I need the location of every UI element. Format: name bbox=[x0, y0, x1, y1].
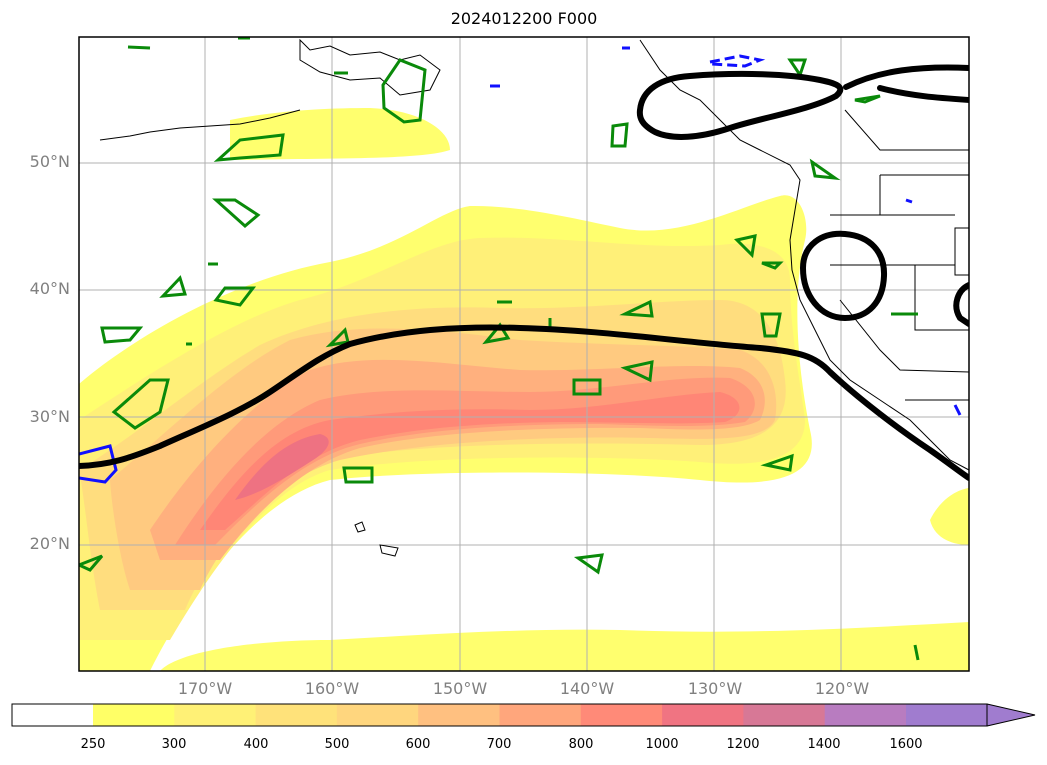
green-contours bbox=[79, 37, 920, 661]
colorbar-frame bbox=[11, 703, 988, 727]
colorbar-tick: 700 bbox=[486, 737, 512, 752]
blue-contours bbox=[79, 46, 962, 484]
colorbar-tick: 400 bbox=[243, 737, 269, 752]
colorbar-segment bbox=[93, 704, 175, 726]
lat-label-50n: 50°N bbox=[29, 152, 70, 171]
shade-800 bbox=[200, 392, 740, 530]
colorbar-tick: 250 bbox=[80, 737, 106, 752]
black-contour-closed-center bbox=[799, 230, 888, 322]
colorbar-tick: 600 bbox=[405, 737, 431, 752]
shade-250-north bbox=[230, 108, 450, 160]
map-frame bbox=[78, 36, 970, 672]
colorbar-segment bbox=[743, 704, 826, 726]
black-contours bbox=[79, 64, 969, 481]
map-plot-area bbox=[79, 37, 969, 671]
grid-lines bbox=[79, 37, 969, 671]
lon-label-150w: 150°W bbox=[432, 679, 488, 698]
colorbar-segment bbox=[174, 704, 257, 726]
colorbar-segment bbox=[499, 704, 582, 726]
coastlines bbox=[99, 38, 969, 557]
colorbar-segment bbox=[418, 704, 500, 726]
colorbar-segment bbox=[662, 704, 744, 726]
colorbar-tick: 1600 bbox=[889, 737, 923, 752]
map-title: 2024012200 F000 bbox=[450, 9, 598, 28]
shade-250-coast bbox=[930, 488, 969, 545]
colorbar-tick: 300 bbox=[161, 737, 187, 752]
colorbar-segment bbox=[580, 704, 663, 726]
lon-label-160w: 160°W bbox=[304, 679, 360, 698]
colorbar-tick: 800 bbox=[568, 737, 594, 752]
colorbar-segment bbox=[824, 704, 907, 726]
lon-label-120w: 120°W bbox=[814, 679, 870, 698]
colorbar-segment bbox=[906, 704, 988, 726]
colorbar-extend-arrow bbox=[987, 704, 1035, 726]
lon-label-140w: 140°W bbox=[559, 679, 615, 698]
colorbar-segment bbox=[336, 704, 419, 726]
shade-1000 bbox=[235, 434, 329, 500]
shade-250-south bbox=[160, 622, 969, 671]
lon-label-130w: 130°W bbox=[687, 679, 743, 698]
shaded-field bbox=[79, 108, 969, 671]
black-contour-main bbox=[79, 324, 969, 481]
colorbar bbox=[12, 704, 1035, 726]
black-contour-east bbox=[953, 282, 969, 327]
colorbar-tick: 500 bbox=[324, 737, 350, 752]
lat-label-40n: 40°N bbox=[29, 279, 70, 298]
colorbar-tick: 1000 bbox=[645, 737, 679, 752]
black-contour-closed-north bbox=[636, 70, 844, 140]
black-contour-northeast bbox=[843, 64, 969, 103]
colorbar-tick: 1400 bbox=[807, 737, 841, 752]
colorbar-under bbox=[12, 704, 93, 726]
lat-label-20n: 20°N bbox=[29, 534, 70, 553]
colorbar-extend-arrow-outline bbox=[986, 703, 1036, 727]
lon-label-170w: 170°W bbox=[177, 679, 233, 698]
colorbar-tick: 1200 bbox=[726, 737, 760, 752]
lat-label-30n: 30°N bbox=[29, 407, 70, 426]
colorbar-segment bbox=[255, 704, 338, 726]
